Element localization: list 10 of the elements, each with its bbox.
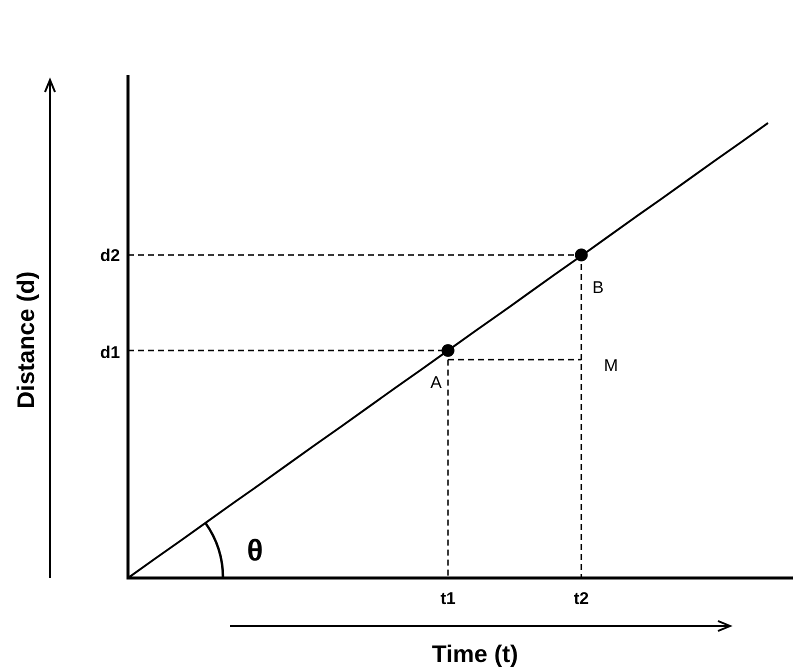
annotation: B bbox=[592, 278, 604, 297]
text: d1 bbox=[100, 342, 120, 362]
annotation: M bbox=[604, 356, 618, 375]
text: d2 bbox=[100, 246, 120, 265]
x-tick-label: t2 bbox=[574, 589, 589, 608]
x-axis-title: Time (t) bbox=[432, 641, 518, 668]
y-axis-title: Distance (d) bbox=[13, 271, 40, 409]
annotation: A bbox=[430, 372, 442, 392]
annotation: θ bbox=[246, 534, 264, 568]
x-tick-label: t1 bbox=[440, 589, 456, 608]
